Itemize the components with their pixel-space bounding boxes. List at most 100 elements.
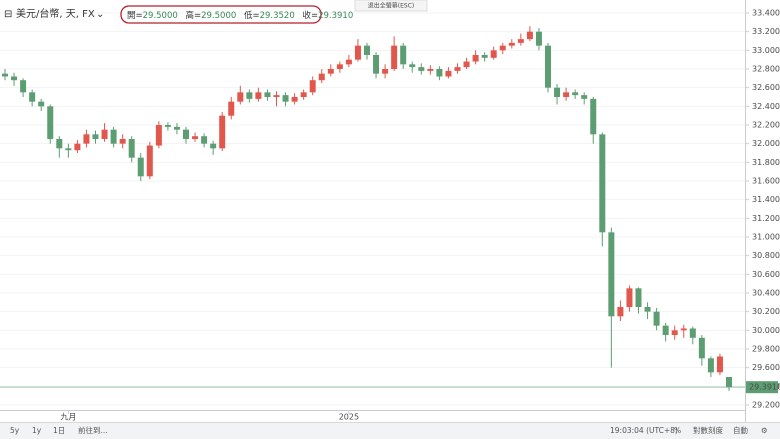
candle-body	[626, 288, 633, 307]
candles	[2, 26, 732, 391]
candle-body	[599, 134, 606, 233]
exit-fullscreen-button[interactable]	[354, 0, 428, 12]
candle-body	[726, 377, 732, 388]
y-tick-label: 32.2000	[752, 121, 780, 130]
candle-body	[137, 157, 144, 177]
candle-body	[418, 67, 425, 71]
candle-body	[635, 288, 642, 307]
auto-toggle[interactable]: 自動	[733, 425, 748, 435]
ohlc-value: 29.3520	[260, 11, 295, 21]
candle-body	[210, 143, 217, 149]
candle-body	[545, 45, 551, 88]
candle-body	[581, 95, 588, 99]
candle-body	[309, 80, 316, 93]
x-tick-label: 九月	[60, 413, 76, 422]
candle-body	[345, 59, 352, 65]
candle-body	[47, 106, 54, 139]
ohlc-value: 29.5000	[143, 11, 178, 21]
ohlc-label: 開=	[127, 11, 143, 21]
candle-body	[183, 129, 189, 139]
candle-body	[110, 129, 117, 144]
candle-body	[318, 73, 325, 81]
candle-body	[101, 129, 108, 139]
ohlc-value: 29.5000	[201, 11, 236, 21]
candle-body	[2, 73, 8, 77]
candle-body	[219, 115, 226, 149]
candle-body	[74, 143, 81, 151]
percent-toggle[interactable]: %	[674, 426, 681, 435]
ohlc-label: 收=	[302, 10, 318, 21]
candle-body	[445, 70, 452, 77]
grid	[0, 12, 745, 406]
range-button[interactable]: 1y	[32, 426, 42, 435]
y-tick-label: 32.0000	[752, 139, 780, 148]
y-tick-label: 32.8000	[752, 65, 780, 74]
candle-body	[373, 55, 380, 74]
y-tick-label: 30.6000	[752, 270, 780, 279]
candle-body	[164, 125, 171, 127]
candle-body	[535, 31, 542, 46]
candle-body	[499, 45, 506, 51]
candle-body	[20, 80, 27, 93]
candle-body	[364, 45, 370, 55]
y-tick-label: 33.2000	[752, 27, 780, 36]
candle-body	[192, 136, 199, 139]
y-tick-label: 29.2000	[752, 401, 780, 410]
candle-body	[554, 87, 561, 97]
candle-body	[246, 92, 253, 99]
candle-body	[237, 92, 244, 102]
log-toggle[interactable]: 對數刻度	[693, 425, 723, 435]
y-tick-label: 31.2000	[752, 214, 780, 223]
candle-body	[146, 145, 153, 177]
ohlc-label: 高=	[185, 10, 201, 21]
candle-body	[155, 125, 162, 146]
range-button[interactable]: 1日	[53, 426, 65, 435]
y-tick-label: 30.4000	[752, 289, 780, 298]
dropdown-icon[interactable]: ⌄	[96, 9, 104, 20]
candle-body	[707, 358, 714, 373]
candle-body	[65, 148, 72, 151]
candle-body	[354, 45, 361, 60]
goto-button[interactable]: 前往到...	[78, 425, 108, 435]
candle-body	[680, 328, 687, 331]
collapse-icon[interactable]: ⊟	[4, 9, 12, 20]
candle-body	[644, 307, 651, 312]
candle-body	[273, 95, 280, 97]
range-button[interactable]: 5y	[10, 426, 20, 435]
candle-body	[463, 61, 470, 68]
y-tick-label: 31.8000	[752, 158, 780, 167]
candle-body	[671, 330, 678, 335]
candle-body	[327, 69, 334, 74]
candle-body	[264, 92, 271, 97]
y-tick-label: 30.0000	[752, 326, 780, 335]
candle-body	[662, 325, 669, 335]
candle-body	[563, 92, 570, 97]
candle-body	[282, 95, 289, 102]
candle-body	[617, 307, 624, 317]
candle-body	[255, 92, 262, 99]
ohlc-highlight	[120, 5, 322, 24]
candle-body	[83, 134, 90, 144]
candle-body	[300, 92, 307, 97]
candle-body	[11, 76, 18, 81]
clock: 19:03:04 (UTC+8)	[610, 426, 678, 435]
last-price-label: 29.3910	[749, 383, 780, 392]
candle-body	[291, 97, 298, 102]
candle-body	[472, 55, 479, 62]
y-tick-label: 30.8000	[752, 251, 780, 260]
candle-body	[490, 50, 497, 58]
last-price-tag	[746, 381, 778, 394]
y-tick-label: 29.8000	[752, 345, 780, 354]
candle-body	[38, 101, 45, 107]
candle-body	[173, 126, 180, 130]
y-tick-label: 30.2000	[752, 307, 780, 316]
settings-icon[interactable]: ⚙	[761, 426, 768, 435]
candle-body	[689, 328, 696, 338]
candle-body	[517, 39, 524, 43]
candle-body	[698, 337, 705, 359]
candle-body	[391, 45, 398, 69]
candle-body	[400, 45, 407, 65]
exit-fullscreen-label: 退出全螢幕(ESC)	[368, 2, 414, 10]
y-tick-label: 33.0000	[752, 46, 780, 55]
toolbar	[0, 422, 780, 439]
